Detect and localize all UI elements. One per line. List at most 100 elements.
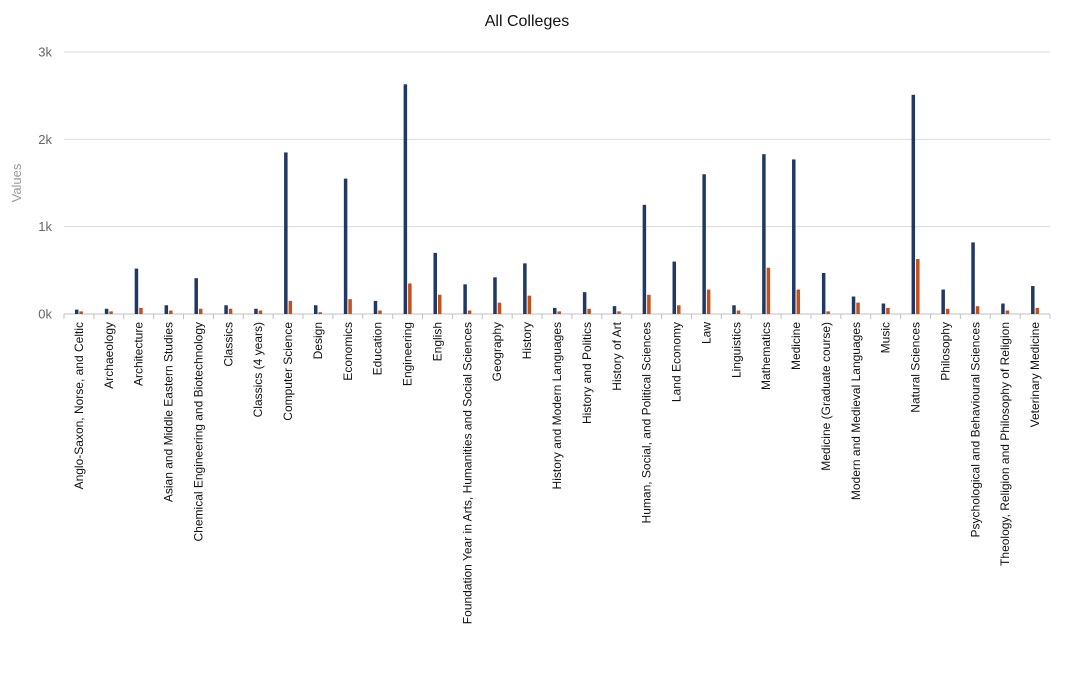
bar-series-1 — [254, 308, 258, 314]
bar-series-1 — [433, 252, 437, 314]
y-tick-label: 3k — [38, 45, 52, 60]
bar-series-2 — [437, 294, 442, 314]
x-tick-label: Medicine (Graduate course) — [819, 322, 833, 471]
x-tick-label: Land Economy — [670, 322, 684, 402]
bar-series-1 — [224, 305, 228, 314]
x-tick-label: Engineering — [401, 322, 415, 386]
bar-series-1 — [403, 84, 408, 314]
bar-series-1 — [881, 303, 886, 314]
bar-series-2 — [826, 311, 830, 314]
y-axis-label: Values — [9, 163, 24, 202]
x-tick-label: Modern and Medieval Languages — [849, 322, 863, 500]
x-tick-label: Natural Sciences — [909, 322, 923, 413]
x-tick-label: History and Politics — [580, 322, 594, 424]
bar-series-1 — [343, 178, 348, 314]
bar-series-2 — [916, 258, 920, 314]
x-tick-label: Archaeology — [102, 322, 116, 389]
y-axis-ticks: 0k 1k 2k 3k — [38, 45, 52, 322]
y-tick-label: 2k — [38, 132, 52, 147]
x-tick-label: Music — [879, 322, 893, 353]
bar-series-2 — [677, 305, 681, 314]
bar-series-1 — [911, 94, 916, 314]
x-tick-label: Philosophy — [938, 322, 952, 381]
bar-series-2 — [886, 307, 890, 314]
bar-series-1 — [821, 272, 826, 314]
bar-series-2 — [736, 310, 741, 314]
bar-series-2 — [228, 308, 233, 314]
chart-title: All Colleges — [485, 13, 569, 30]
bar-series-1 — [463, 284, 467, 314]
bar-series-2 — [467, 310, 472, 314]
x-tick-label: Law — [699, 322, 713, 344]
bar-series-1 — [612, 306, 617, 314]
bar-series-2 — [408, 283, 412, 314]
x-tick-label: Asian and Middle Eastern Studies — [162, 322, 176, 502]
bar-series-2 — [527, 295, 532, 314]
bar-series-1 — [164, 305, 169, 314]
bar-series-1 — [971, 242, 975, 314]
bar-series-2 — [856, 302, 860, 314]
bar-series-2 — [647, 294, 651, 314]
x-tick-label: History — [520, 322, 534, 359]
bar-series-1 — [284, 152, 288, 314]
x-tick-label: History of Art — [610, 321, 624, 390]
bar-series-1 — [1001, 303, 1005, 314]
bar-series-2 — [617, 311, 621, 314]
bar-series-2 — [766, 267, 771, 314]
bar-series-1 — [373, 300, 378, 314]
bar-series-2 — [706, 289, 711, 314]
bar-series-1 — [792, 159, 796, 314]
x-tick-label: Architecture — [132, 322, 146, 386]
x-tick-label: Classics — [221, 322, 235, 367]
bar-series-1 — [582, 292, 587, 314]
x-tick-label: Geography — [490, 322, 504, 381]
bar-series-2 — [557, 311, 561, 314]
x-tick-label: Mathematics — [759, 322, 773, 390]
x-tick-label: Computer Science — [281, 322, 295, 421]
bar-series-1 — [851, 296, 856, 314]
x-tick-label: Linguistics — [729, 322, 743, 378]
x-tick-label: Human, Social, and Political Sciences — [640, 322, 654, 523]
bar-series-1 — [493, 277, 497, 314]
bar-series-1 — [1031, 286, 1035, 314]
x-tick-label: Design — [311, 322, 325, 359]
bar-series-1 — [642, 204, 647, 314]
y-tick-label: 1k — [38, 219, 52, 234]
bar-series-2 — [198, 308, 203, 314]
bar-series-1 — [134, 268, 139, 314]
x-tick-label: Veterinary Medicine — [1028, 322, 1042, 428]
x-tick-label: Foundation Year in Arts, Humanities and … — [460, 322, 474, 624]
bar-series-1 — [104, 308, 109, 314]
x-tick-label: Economics — [341, 322, 355, 381]
bar-series-2 — [288, 300, 293, 314]
bar-series-2 — [169, 310, 173, 314]
x-tick-label: Classics (4 years) — [251, 322, 265, 417]
x-tick-label: Theology, Religion and Philosophy of Rel… — [998, 322, 1012, 566]
bar-series-1 — [553, 307, 557, 314]
bar-series-1 — [762, 154, 766, 314]
bar-series-2 — [139, 307, 143, 314]
bar-series-2 — [796, 289, 801, 314]
bar-series-1 — [74, 309, 79, 314]
bar-series-2 — [497, 302, 502, 314]
x-tick-label: Anglo-Saxon, Norse, and Celtic — [72, 322, 86, 489]
bar-series-2 — [348, 299, 352, 314]
bar-series-2 — [975, 306, 980, 314]
bar-series-2 — [1035, 307, 1040, 314]
bar-series-1 — [523, 263, 527, 314]
x-tick-label: History and Modern Languages — [550, 322, 564, 489]
bar-series-2 — [258, 310, 263, 314]
bar-series-1 — [313, 305, 318, 314]
bar-series-2 — [945, 308, 950, 314]
bar-series-1 — [702, 174, 706, 314]
bar-series-2 — [109, 311, 113, 314]
gridlines — [64, 51, 1050, 315]
x-tick-label: Medicine — [789, 322, 803, 370]
x-tick-label: English — [430, 322, 444, 361]
bar-series-2 — [79, 311, 83, 314]
bar-series-1 — [732, 305, 736, 314]
bar-series-2 — [378, 310, 382, 314]
x-tick-label: Chemical Engineering and Biotechnology — [191, 322, 205, 541]
